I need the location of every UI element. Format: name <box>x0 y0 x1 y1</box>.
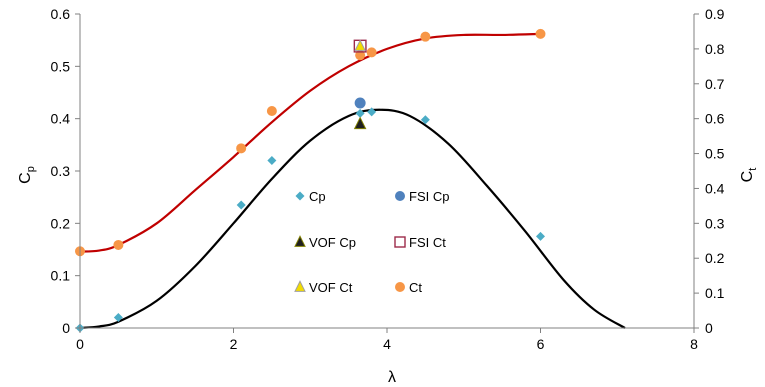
legend-cp-label: Cp <box>309 189 326 204</box>
fit-curves <box>79 32 626 330</box>
right-y-tick-label: 0.2 <box>705 250 725 266</box>
axes: 0 2 4 6 800.10.20.30.40.50.600.10.20.30.40.5… <box>51 6 725 352</box>
left-y-tick-label: 0.6 <box>51 6 71 22</box>
x-tick-label: 0 <box>76 336 84 352</box>
left-y-tick-label: 0.3 <box>51 163 71 179</box>
legend-ct-marker <box>395 282 405 292</box>
left-y-tick-label: 0 <box>62 320 70 336</box>
left-y-tick-label: 0.2 <box>51 215 71 231</box>
ct-point <box>535 28 546 39</box>
left-y-tick-label: 0.4 <box>51 111 71 127</box>
right-y-tick-label: 0.8 <box>705 41 725 57</box>
right-y-tick-label: 0.9 <box>705 6 725 22</box>
cp-point <box>420 115 430 125</box>
data-points <box>75 28 546 333</box>
x-axis-title: λ <box>388 369 396 386</box>
legend-vof-cp-label: VOF Cp <box>309 235 356 250</box>
cp-point <box>536 231 545 241</box>
left-y-tick-label: 0.5 <box>51 58 71 74</box>
vof-ct-point <box>354 39 366 51</box>
cp-point <box>113 313 123 323</box>
legend: Cp FSI Cp VOF Cp FSI Ct VOF Ct Ct <box>294 189 449 295</box>
right-y-tick-label: 0 <box>705 320 713 336</box>
legend-vof-ct-marker <box>294 280 306 292</box>
legend-fsi-ct-marker <box>394 236 406 248</box>
ct-point <box>355 50 366 61</box>
ct-point <box>366 47 377 58</box>
legend-fsi-cp-marker <box>395 191 405 201</box>
right-y-tick-label: 0.1 <box>705 285 725 301</box>
right-y-tick-label: 0.3 <box>705 215 725 231</box>
x-tick-label: 8 <box>690 336 698 352</box>
ct-point <box>266 105 277 116</box>
ct-point <box>420 31 431 42</box>
right-y-tick-label: 0.5 <box>705 146 725 162</box>
ct-point <box>236 143 247 154</box>
legend-cp-marker <box>295 191 305 201</box>
x-tick-label: 2 <box>230 336 238 352</box>
cp-point <box>367 107 377 117</box>
fsi-cp-point <box>354 97 366 109</box>
legend-vof-ct-label: VOF Ct <box>309 280 353 295</box>
right-y-tick-label: 0.6 <box>705 111 725 127</box>
ct-fit-curve <box>79 32 541 253</box>
left-y-axis-title: Cp <box>17 166 37 184</box>
right-y-axis-title: Ct <box>739 168 759 183</box>
right-y-tick-label: 0.4 <box>705 180 725 196</box>
left-y-tick-label: 0.1 <box>51 268 71 284</box>
cp-point <box>236 200 246 210</box>
x-tick-label: 4 <box>383 336 391 352</box>
cp-point <box>267 156 277 166</box>
legend-fsi-ct-label: FSI Ct <box>409 235 446 250</box>
x-tick-label: 6 <box>537 336 545 352</box>
cp-fit-curve <box>79 108 626 330</box>
legend-fsi-cp-label: FSI Cp <box>409 189 449 204</box>
legend-ct-label: Ct <box>409 280 422 295</box>
vof-cp-point <box>353 116 367 130</box>
right-y-tick-label: 0.7 <box>705 76 725 92</box>
cp-point <box>355 108 365 118</box>
ct-point <box>113 239 124 250</box>
legend-vof-cp-marker <box>294 235 306 247</box>
